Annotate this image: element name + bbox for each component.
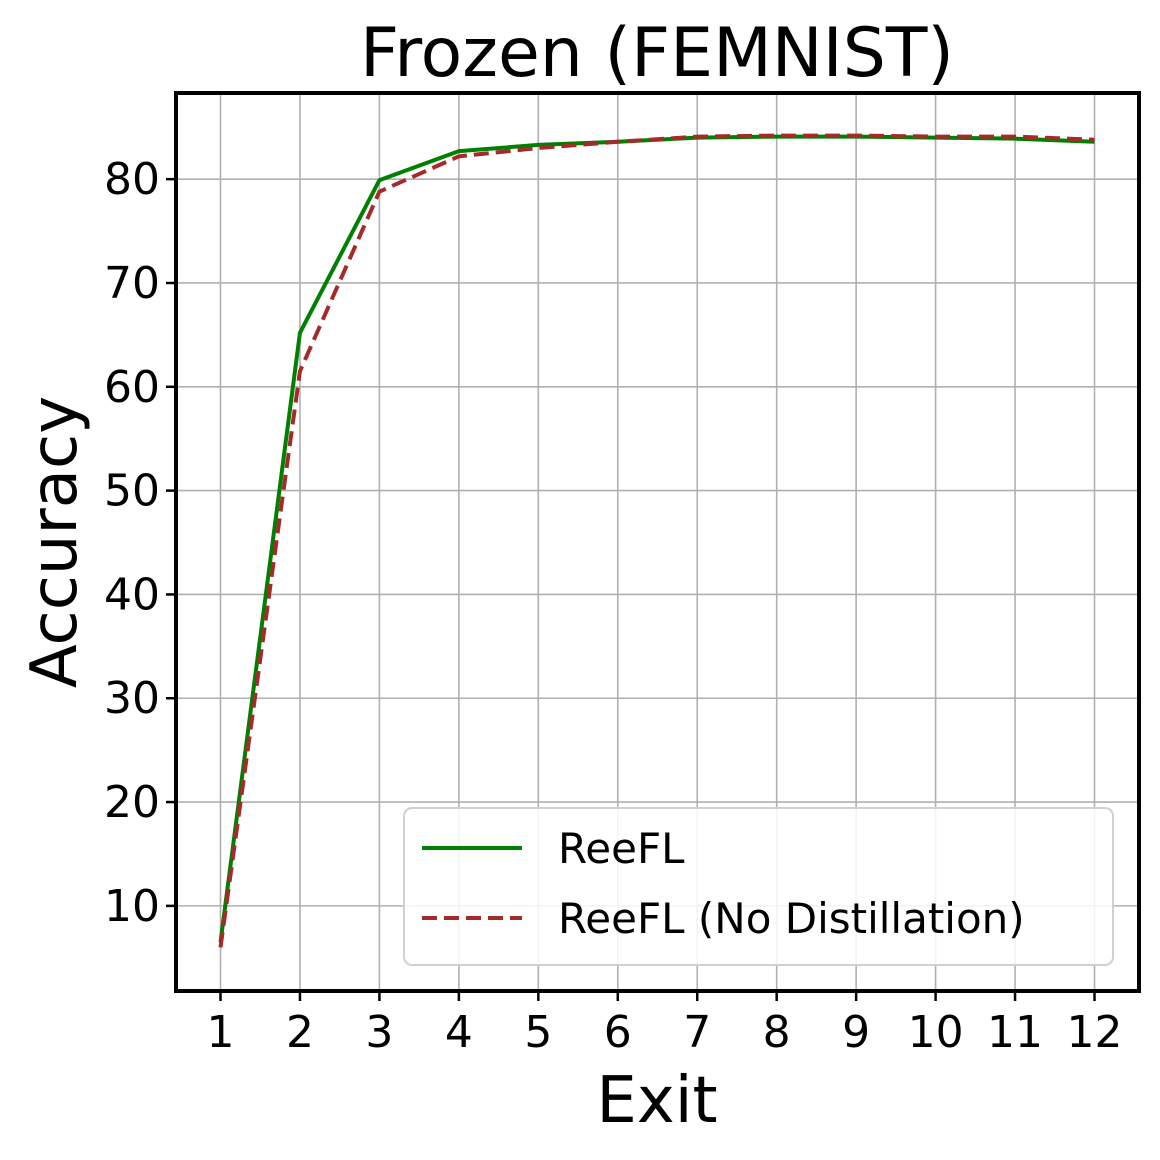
series-lines [218,133,1095,948]
legend: ReeFL ReeFL (No Distillation) [403,807,1114,966]
y-tick-label: 70 [104,258,160,309]
legend-label-reefl-no-distillation: ReeFL (No Distillation) [558,894,1025,943]
x-tick-label: 11 [987,1007,1043,1058]
x-tick-label: 6 [604,1007,632,1058]
y-tick-label: 80 [104,154,160,205]
x-tick-label: 4 [445,1007,473,1058]
y-tick-label: 60 [104,362,160,413]
y-tick-label: 50 [104,466,160,517]
y-tick-label: 20 [104,777,160,828]
chart-title: Frozen (FEMNIST) [360,14,954,93]
x-tick-label: 9 [842,1007,870,1058]
y-tick-label: 10 [104,881,160,932]
y-axis-label: Accuracy [18,396,92,688]
x-tick-label: 3 [365,1007,393,1058]
x-tick-label: 12 [1067,1007,1123,1058]
plot-frame [174,91,1141,993]
x-axis-ticks: 1 2 3 4 5 6 7 8 9 10 11 12 [206,991,1123,1058]
x-tick-label: 1 [206,1007,234,1058]
x-axis-label: Exit [596,1064,717,1138]
legend-label-reefl: ReeFL [558,824,685,873]
y-tick-label: 40 [104,569,160,620]
x-tick-label: 2 [286,1007,314,1058]
series-line-reefl-no-distillation [218,133,1095,948]
x-tick-label: 10 [908,1007,964,1058]
y-axis-ticks: 10 20 30 40 50 60 70 80 [104,154,176,932]
x-tick-label: 8 [763,1007,791,1058]
legend-box [403,807,1114,966]
y-tick-label: 30 [104,673,160,724]
x-tick-label: 5 [524,1007,552,1058]
x-tick-label: 7 [683,1007,711,1058]
